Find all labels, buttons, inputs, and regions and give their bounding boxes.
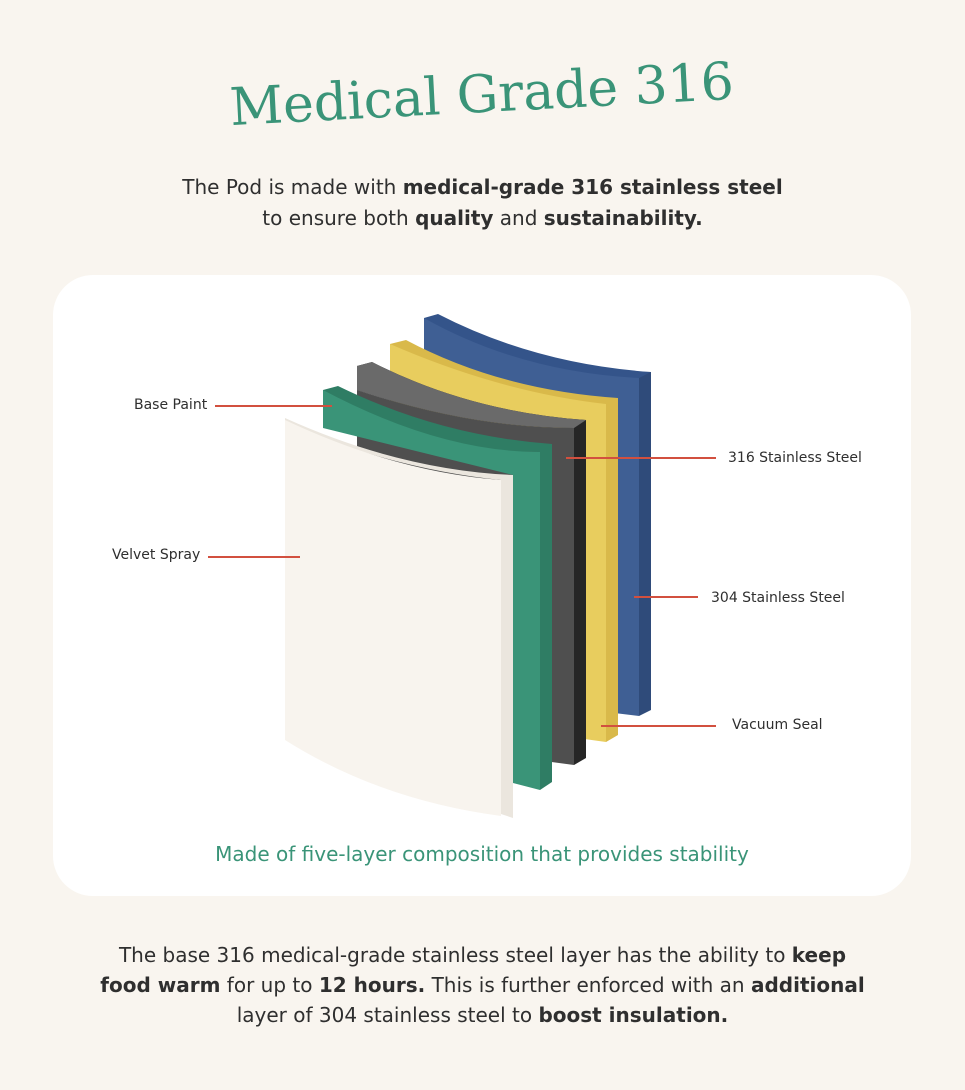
intro-bold-quality: quality [415, 206, 494, 230]
intro-text: to ensure both [262, 206, 416, 230]
intro-paragraph: The Pod is made with medical-grade 316 s… [0, 172, 965, 234]
outro-paragraph: The base 316 medical-grade stainless ste… [95, 940, 870, 1030]
outro-bold-keep-warm: keep food warm [100, 943, 847, 997]
outro-text: for up to [220, 973, 319, 997]
outro-bold-hours: 12 hours. [318, 973, 426, 997]
outro-bold-additional: additional [750, 973, 865, 997]
label-vacuum-seal: Vacuum Seal [732, 717, 823, 733]
outro-bold-insulation: boost insulation. [538, 1003, 729, 1027]
label-velvet-spray: Velvet Spray [112, 547, 200, 563]
layer-base-paint [323, 386, 552, 790]
intro-bold-sustainability: sustainability. [543, 206, 703, 230]
intro-text: and [493, 206, 544, 230]
outro-text: This is further enforced with an [425, 973, 751, 997]
layer-velvet-spray [285, 418, 513, 818]
layer-diagram: Base Paint Velvet Spray 316 Stainless St… [112, 314, 862, 818]
page-title: Medical Grade 316 [228, 52, 735, 138]
intro-text: The Pod is made with [182, 175, 403, 199]
label-316-steel: 316 Stainless Steel [728, 450, 862, 466]
diagram-caption: Made of five-layer composition that prov… [215, 842, 749, 866]
label-base-paint: Base Paint [134, 397, 208, 413]
outro-text: The base 316 medical-grade stainless ste… [118, 943, 792, 967]
intro-bold-steel: medical-grade 316 stainless steel [402, 175, 783, 199]
label-304-steel: 304 Stainless Steel [711, 590, 845, 606]
outro-text: layer of 304 stainless steel to [236, 1003, 539, 1027]
